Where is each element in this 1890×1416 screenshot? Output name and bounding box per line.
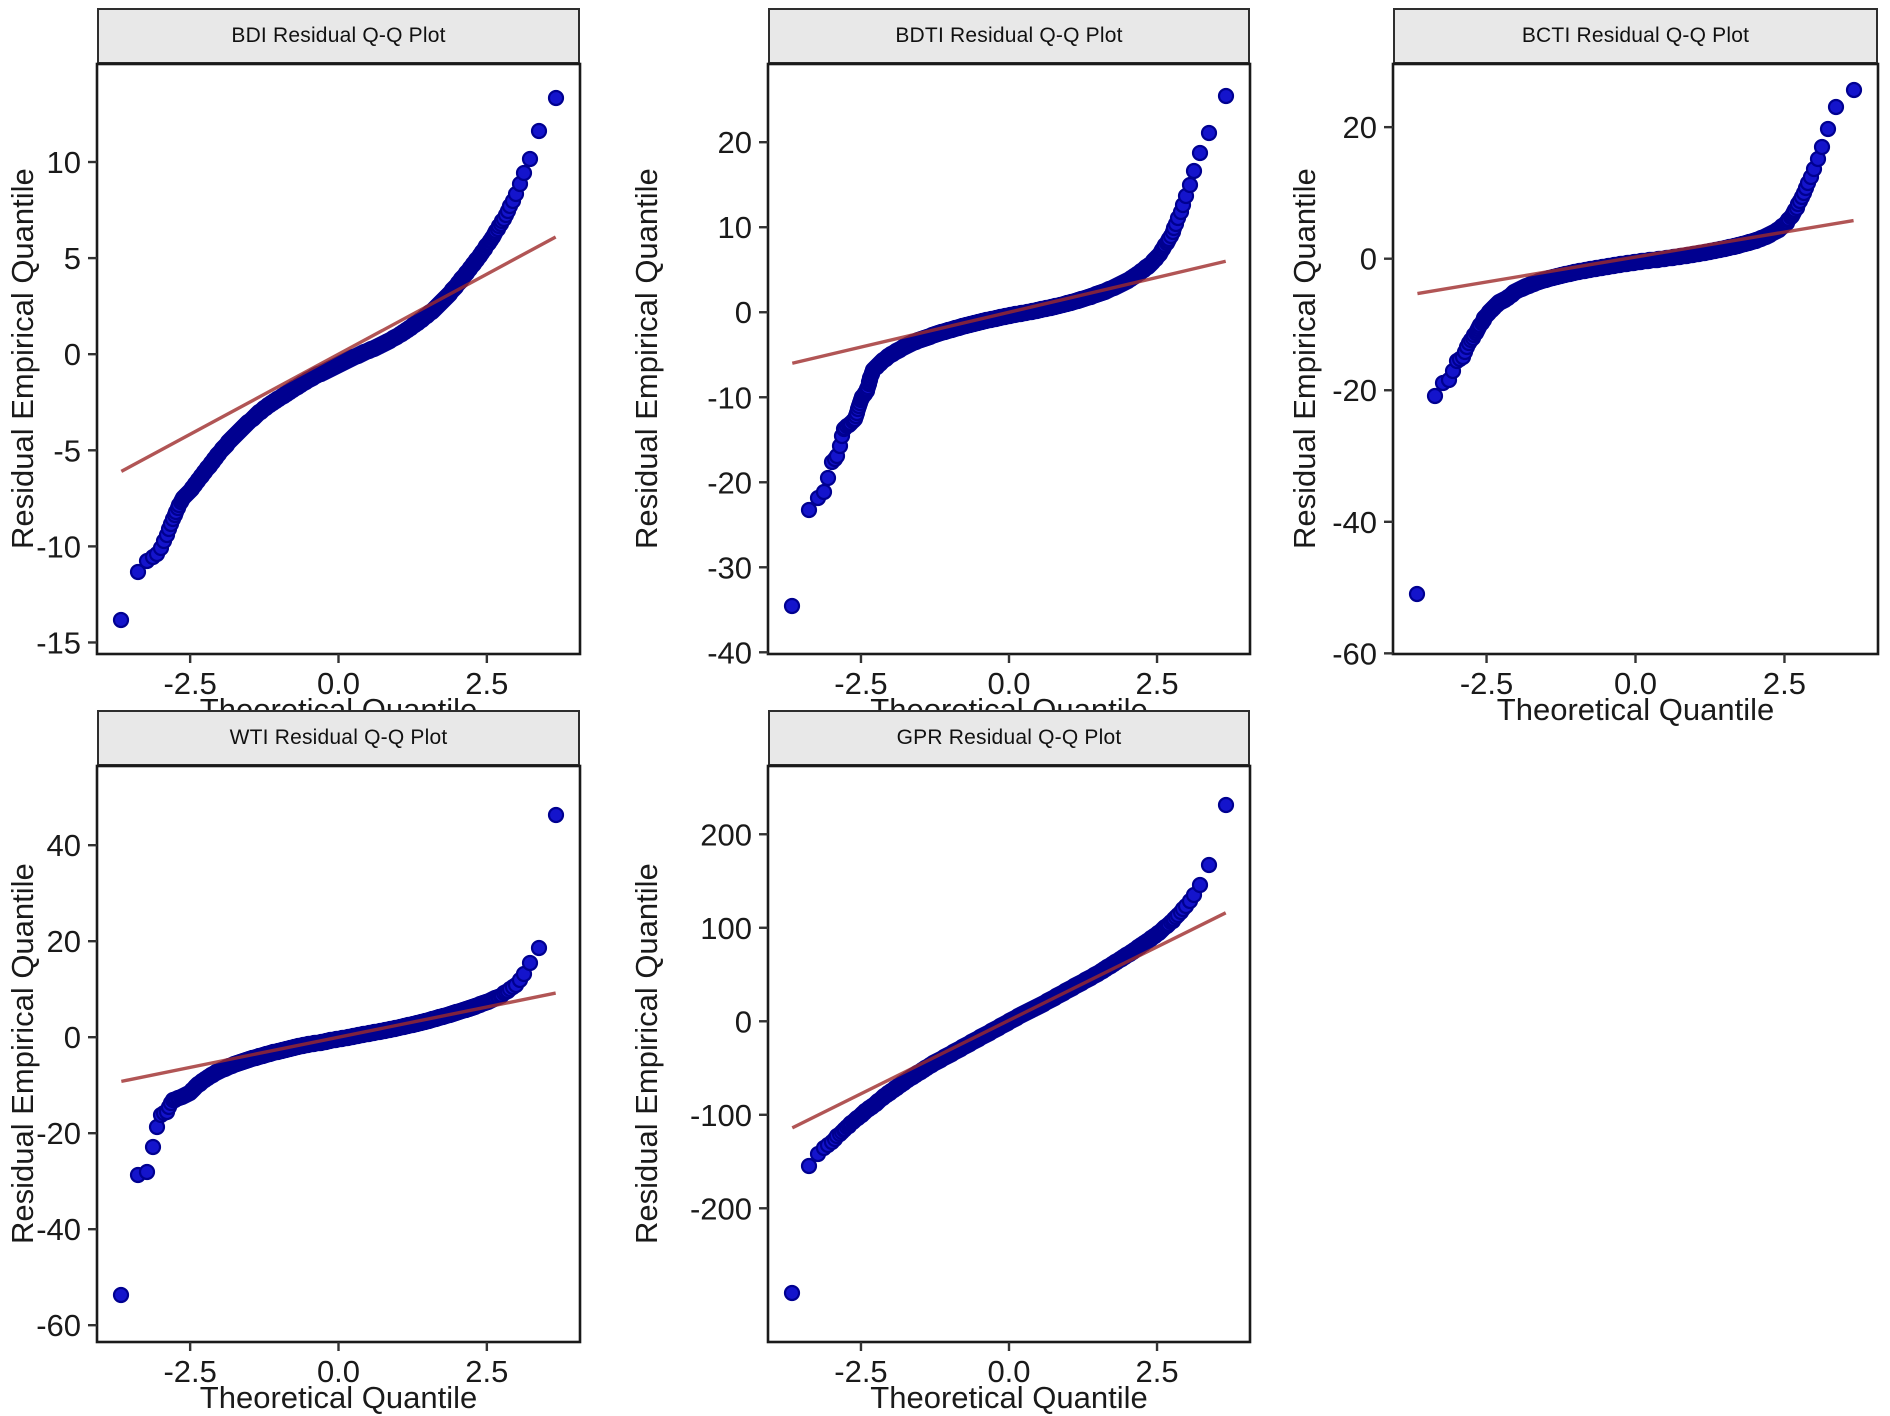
x-axis-title: Theoretical Quantile (199, 1380, 478, 1415)
plot-area-wrapper: 10 5 0 -5 -10 -15 -2.5 0.0 2.5 (36, 62, 582, 701)
svg-text:0.0: 0.0 (987, 666, 1030, 701)
qq-plot-canvas: 10 5 0 -5 -10 -15 -2.5 0.0 2.5 (36, 62, 582, 701)
svg-text:-200: -200 (690, 1191, 752, 1226)
svg-text:-20: -20 (707, 465, 752, 500)
panel-title-strip: BDI Residual Q-Q Plot (97, 8, 580, 64)
svg-text:-2.5: -2.5 (1460, 666, 1513, 701)
svg-text:-30: -30 (707, 550, 752, 585)
svg-text:0: 0 (735, 295, 752, 330)
svg-text:20: 20 (718, 125, 752, 160)
svg-text:-60: -60 (1332, 636, 1377, 671)
qq-reference-line (791, 911, 1227, 1130)
plot-area-wrapper: 40 20 0 -20 -40 -60 -2.5 0.0 2.5 (36, 764, 582, 1389)
svg-text:-15: -15 (36, 625, 81, 660)
svg-text:200: 200 (700, 817, 752, 852)
svg-text:10: 10 (718, 210, 752, 245)
svg-text:0: 0 (735, 1004, 752, 1039)
panel-title: GPR Residual Q-Q Plot (896, 726, 1122, 749)
svg-text:2.5: 2.5 (465, 666, 508, 701)
qq-reference-line (1417, 218, 1854, 296)
svg-text:0: 0 (1360, 242, 1377, 277)
y-axis-title: Residual Empirical Quantile (1287, 168, 1322, 550)
svg-text:-2.5: -2.5 (163, 1354, 216, 1389)
panel-title-strip: WTI Residual Q-Q Plot (97, 710, 580, 766)
svg-text:100: 100 (700, 911, 752, 946)
svg-text:-60: -60 (36, 1308, 81, 1343)
svg-text:0.0: 0.0 (987, 1354, 1030, 1389)
panel-title-strip: BDTI Residual Q-Q Plot (768, 8, 1250, 64)
svg-text:5: 5 (64, 241, 81, 276)
qq-panel-wti: WTI Residual Q-Q Plot Residual Empirical… (4, 706, 582, 1415)
svg-text:20: 20 (47, 924, 81, 959)
svg-text:0: 0 (64, 337, 81, 372)
qq-plot-canvas: 20 10 0 -10 -20 -30 -40 -2.5 0.0 2.5 (707, 62, 1252, 701)
qq-plot-canvas: 20 0 -20 -40 -60 -2.5 0.0 2.5 (1332, 62, 1880, 701)
svg-text:0.0: 0.0 (1614, 666, 1657, 701)
svg-text:-2.5: -2.5 (163, 666, 216, 701)
svg-text:40: 40 (47, 828, 81, 863)
qq-plot-canvas: 200 100 0 -100 -200 -2.5 0.0 2.5 (690, 764, 1252, 1389)
svg-text:20: 20 (1343, 110, 1377, 145)
panel-title: BDI Residual Q-Q Plot (231, 24, 446, 47)
panel-title: BCTI Residual Q-Q Plot (1521, 24, 1750, 47)
x-axis-title: Theoretical Quantile (1496, 692, 1775, 727)
svg-text:10: 10 (47, 145, 81, 180)
svg-text:2.5: 2.5 (1135, 1354, 1178, 1389)
svg-text:-10: -10 (36, 529, 81, 564)
svg-text:-10: -10 (707, 380, 752, 415)
plot-area-wrapper: 20 10 0 -10 -20 -30 -40 -2.5 0.0 2.5 (707, 62, 1252, 701)
svg-text:0.0: 0.0 (317, 666, 360, 701)
plot-area-wrapper: 20 0 -20 -40 -60 -2.5 0.0 2.5 (1332, 62, 1880, 701)
svg-text:-20: -20 (1332, 373, 1377, 408)
panel-title-strip: GPR Residual Q-Q Plot (768, 710, 1250, 766)
svg-text:-40: -40 (1332, 505, 1377, 540)
x-axis-title: Theoretical Quantile (870, 1380, 1148, 1415)
qq-panel-gpr: GPR Residual Q-Q Plot Residual Empirical… (628, 706, 1252, 1415)
panel-title: BDTI Residual Q-Q Plot (895, 24, 1123, 47)
svg-text:-40: -40 (707, 635, 752, 670)
qq-plot-canvas: 40 20 0 -20 -40 -60 -2.5 0.0 2.5 (36, 764, 582, 1389)
svg-text:-2.5: -2.5 (834, 1354, 887, 1389)
y-axis-title: Residual Empirical Quantile (629, 168, 664, 550)
svg-text:-5: -5 (53, 433, 81, 468)
svg-text:0.0: 0.0 (317, 1354, 360, 1389)
svg-text:-20: -20 (36, 1116, 81, 1151)
svg-text:2.5: 2.5 (465, 1354, 508, 1389)
svg-text:-100: -100 (690, 1098, 752, 1133)
plot-area-wrapper: 200 100 0 -100 -200 -2.5 0.0 2.5 (690, 764, 1252, 1389)
qq-reference-line (791, 259, 1227, 365)
y-axis-title: Residual Empirical Quantile (5, 168, 40, 550)
svg-text:2.5: 2.5 (1135, 666, 1178, 701)
qq-reference-line (120, 991, 557, 1084)
panel-title: WTI Residual Q-Q Plot (229, 726, 448, 749)
y-axis-title: Residual Empirical Quantile (629, 863, 664, 1245)
qq-panel-bdti: BDTI Residual Q-Q Plot Residual Empirica… (628, 4, 1252, 727)
qq-panel-bcti: BCTI Residual Q-Q Plot Residual Empirica… (1286, 4, 1880, 727)
qq-reference-line (120, 235, 557, 473)
panel-title-strip: BCTI Residual Q-Q Plot (1393, 8, 1878, 64)
svg-text:-2.5: -2.5 (834, 666, 887, 701)
svg-text:2.5: 2.5 (1763, 666, 1806, 701)
svg-text:-40: -40 (36, 1212, 81, 1247)
y-axis-title: Residual Empirical Quantile (5, 863, 40, 1245)
qq-panel-bdi: BDI Residual Q-Q Plot Residual Empirical… (4, 4, 582, 727)
svg-text:0: 0 (64, 1020, 81, 1055)
